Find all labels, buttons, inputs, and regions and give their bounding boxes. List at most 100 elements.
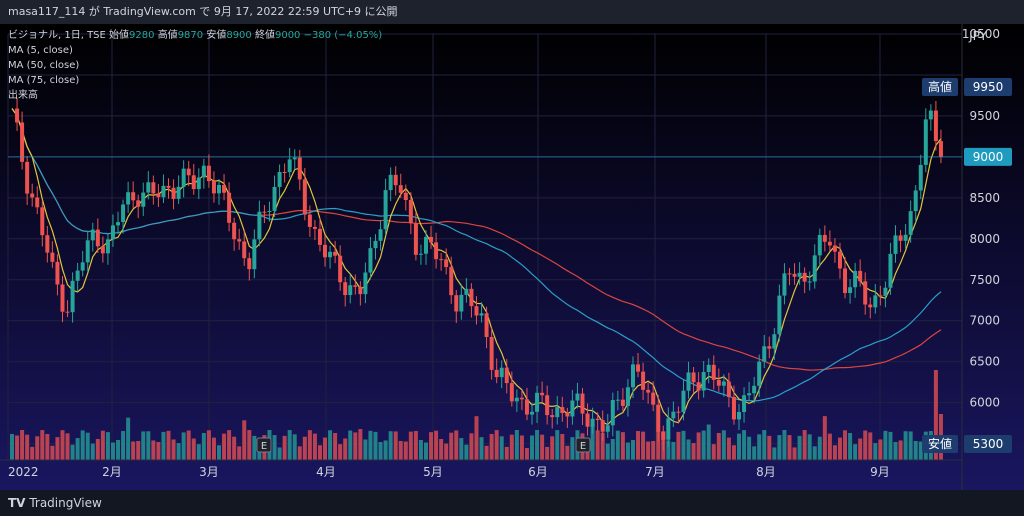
- time-axis-label: 3月: [199, 465, 219, 479]
- candle-body: [696, 382, 701, 391]
- volume-bar: [671, 442, 676, 460]
- candle-body: [242, 241, 247, 259]
- earnings-marker-icon[interactable]: [575, 437, 591, 453]
- volume-bar: [454, 430, 459, 460]
- candle-body: [277, 171, 282, 187]
- candle-body: [25, 161, 30, 194]
- price-tick-label: 6500: [969, 355, 1000, 369]
- volume-bar: [348, 430, 353, 460]
- volume-bar: [277, 447, 282, 460]
- tradingview-logo-icon[interactable]: 𝗧𝗩: [8, 496, 26, 510]
- candle-body: [469, 288, 474, 307]
- volume-bar: [110, 442, 115, 460]
- volume-bar: [696, 432, 701, 460]
- footer-bar: 𝗧𝗩 TradingView: [0, 490, 1024, 516]
- high-badge-label-bg: [922, 78, 958, 96]
- volume-bar: [368, 430, 373, 460]
- volume-bar: [343, 438, 348, 460]
- volume-bar: [827, 433, 832, 460]
- candle-body: [656, 404, 661, 432]
- candle-body: [928, 110, 933, 120]
- chart-legend: ビジョナル, 1日, TSE 始値9280 高値9870 安値8900 終値90…: [8, 28, 382, 103]
- price-chart-svg[interactable]: 1050095008500800075007000650060005500JPY…: [0, 24, 1024, 490]
- volume-bar: [176, 443, 181, 460]
- legend-ma5[interactable]: MA (5, close): [8, 45, 73, 56]
- volume-bar: [242, 420, 247, 460]
- footer-brand[interactable]: TradingView: [29, 496, 102, 510]
- volume-bar: [439, 439, 444, 460]
- currency-label[interactable]: JPY: [968, 29, 988, 43]
- volume-bar: [95, 438, 100, 460]
- volume-bar: [676, 431, 681, 460]
- volume-bar: [403, 441, 408, 460]
- volume-bar: [782, 430, 787, 460]
- volume-bar: [832, 445, 837, 460]
- candle-body: [762, 346, 767, 362]
- volume-bar: [393, 431, 398, 460]
- candle-body: [191, 175, 196, 190]
- candle-body: [721, 381, 726, 386]
- legend-ma75[interactable]: MA (75, close): [8, 75, 80, 86]
- volume-bar: [126, 417, 131, 460]
- candle-body: [787, 273, 792, 275]
- volume-bar: [499, 436, 504, 460]
- candle-body: [328, 251, 333, 258]
- legend-change: −380 (−4.05%): [303, 30, 383, 41]
- earnings-marker-icon[interactable]: [256, 437, 272, 453]
- volume-bar: [893, 442, 898, 460]
- chart-area[interactable]: 1050095008500800075007000650060005500JPY…: [0, 24, 1024, 490]
- candle-body: [90, 229, 95, 241]
- candle-body: [323, 244, 328, 258]
- candle-body: [519, 397, 524, 400]
- candle-body: [272, 186, 277, 211]
- volume-bar: [898, 440, 903, 460]
- volume-bar: [489, 433, 494, 460]
- volume-bar: [282, 435, 287, 460]
- earnings-marker-label: E: [261, 441, 267, 452]
- candle-body: [423, 236, 428, 254]
- price-tick-label: 7500: [969, 273, 1000, 287]
- candle-body: [358, 286, 363, 295]
- volume-bar: [777, 435, 782, 460]
- candle-body: [368, 248, 373, 273]
- volume-bar: [752, 446, 757, 460]
- volume-bar: [787, 435, 792, 460]
- volume-bar: [45, 433, 50, 460]
- candle-body: [651, 392, 656, 405]
- volume-bar: [737, 433, 742, 460]
- legend-ma50[interactable]: MA (50, close): [8, 60, 80, 71]
- candle-body: [706, 364, 711, 373]
- candle-body: [873, 295, 878, 308]
- volume-bar: [136, 440, 141, 460]
- legend-symbol-row: ビジョナル, 1日, TSE 始値9280 高値9870 安値8900 終値90…: [8, 28, 382, 43]
- candle-body: [671, 411, 676, 419]
- legend-low-value: 8900: [226, 30, 252, 41]
- candle-body: [590, 418, 595, 427]
- volume-bar: [656, 431, 661, 460]
- candle-body: [449, 267, 454, 296]
- volume-bar: [530, 435, 535, 460]
- candle-body: [297, 157, 302, 180]
- volume-bar: [540, 434, 545, 460]
- candle-body: [555, 407, 560, 418]
- volume-bar: [837, 437, 842, 460]
- attribution-bar: masa117_114 が TradingView.com で 9月 17, 2…: [0, 0, 1024, 24]
- volume-bar: [807, 434, 812, 460]
- candle-body: [575, 393, 580, 401]
- last-price-badge: 9000: [973, 150, 1004, 164]
- volume-bar: [191, 438, 196, 460]
- candle-body: [509, 383, 514, 402]
- candle-body: [80, 262, 85, 271]
- candle-body: [287, 159, 292, 173]
- candle-body: [646, 389, 651, 393]
- candle-body: [535, 392, 540, 412]
- candle-body: [757, 361, 762, 386]
- price-tick-label: 9500: [969, 109, 1000, 123]
- volume-bar: [156, 442, 161, 460]
- candle-body: [95, 229, 100, 247]
- volume-bar: [802, 430, 807, 460]
- candle-body: [131, 192, 136, 201]
- candle-body: [585, 413, 590, 427]
- legend-volume[interactable]: 出来高: [8, 90, 38, 101]
- candle-body: [317, 228, 322, 245]
